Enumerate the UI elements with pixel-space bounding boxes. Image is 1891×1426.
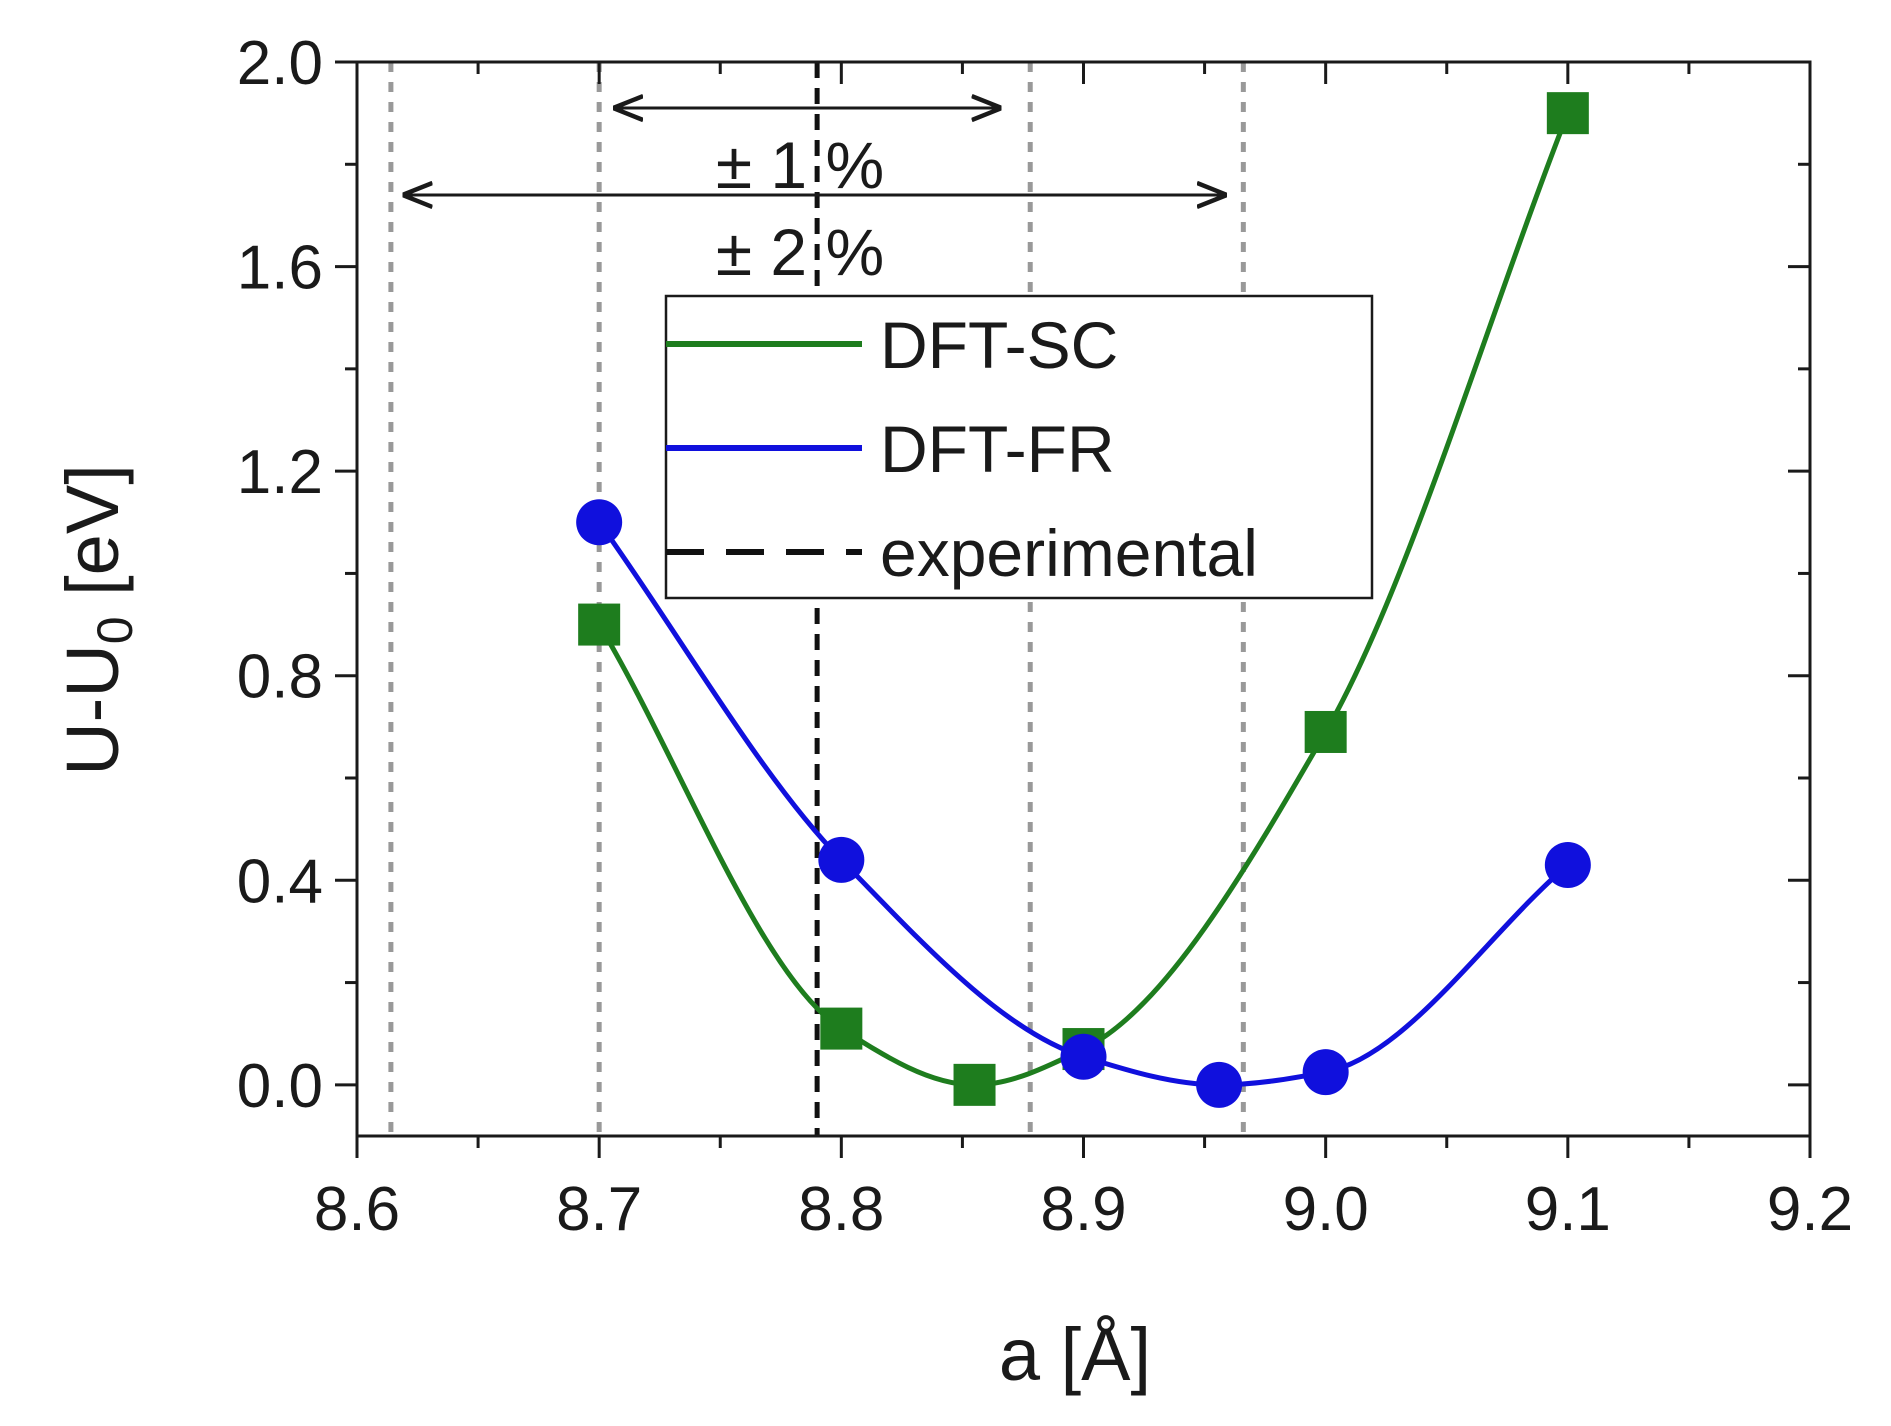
y-tick-label-4: 1.6 (237, 234, 323, 303)
x-tick-label-3: 8.9 (1040, 1175, 1126, 1244)
marker-dft-fr-2 (1060, 1033, 1107, 1080)
marker-dft-sc-5 (1546, 92, 1589, 135)
range-label-0: ± 1 % (716, 128, 884, 202)
range-label-1: ± 2 % (716, 215, 884, 289)
legend-label-dft-sc: DFT-SC (880, 308, 1118, 382)
x-tick-label-2: 8.8 (798, 1175, 884, 1244)
axes: 8.6 8.7 8.8 8.9 9.0 9.1 9.2 0.0 0.4 0.8 1.2 1.6 2.0 (237, 29, 1853, 1244)
marker-dft-fr-1 (818, 836, 865, 883)
legend: DFT-SC DFT-FR experimental (664, 294, 1374, 600)
y-tick-label-1: 0.4 (237, 847, 323, 916)
markers (576, 92, 1591, 1108)
y-axis-title: U-U0 [eV] (51, 464, 143, 776)
marker-dft-fr-0 (576, 499, 623, 546)
marker-dft-sc-1 (820, 1007, 863, 1050)
y-axis-title-subscript: 0 (87, 616, 143, 644)
y-tick-label-2: 0.8 (237, 643, 323, 712)
x-tick-label-1: 8.7 (556, 1175, 642, 1244)
y-tick-label-5: 2.0 (237, 29, 323, 98)
x-tick-label-0: 8.6 (314, 1175, 400, 1244)
y-tick-label-3: 1.2 (237, 438, 323, 507)
legend-label-dft-fr: DFT-FR (880, 412, 1115, 486)
marker-dft-sc-4 (1304, 710, 1347, 753)
marker-dft-sc-0 (578, 603, 621, 646)
x-tick-label-5: 9.1 (1525, 1175, 1611, 1244)
x-tick-label-6: 9.2 (1767, 1175, 1853, 1244)
marker-dft-fr-3 (1196, 1061, 1243, 1108)
marker-dft-fr-5 (1544, 841, 1591, 888)
marker-dft-fr-4 (1302, 1049, 1349, 1096)
legend-label-experimental: experimental (880, 516, 1258, 590)
x-tick-label-4: 9.0 (1283, 1175, 1369, 1244)
y-axis-title-main: U-U (51, 644, 134, 776)
reference-lines (388, 62, 1246, 1136)
curve-dft-fr (597, 520, 1570, 1088)
marker-dft-sc-2 (953, 1063, 996, 1106)
y-axis-title-unit: [eV] (51, 464, 134, 616)
x-axis-title: a [Å] (999, 1313, 1151, 1396)
y-tick-label-0: 0.0 (237, 1052, 323, 1121)
range-annotations: ± 1 % ± 2 % (405, 108, 1224, 289)
